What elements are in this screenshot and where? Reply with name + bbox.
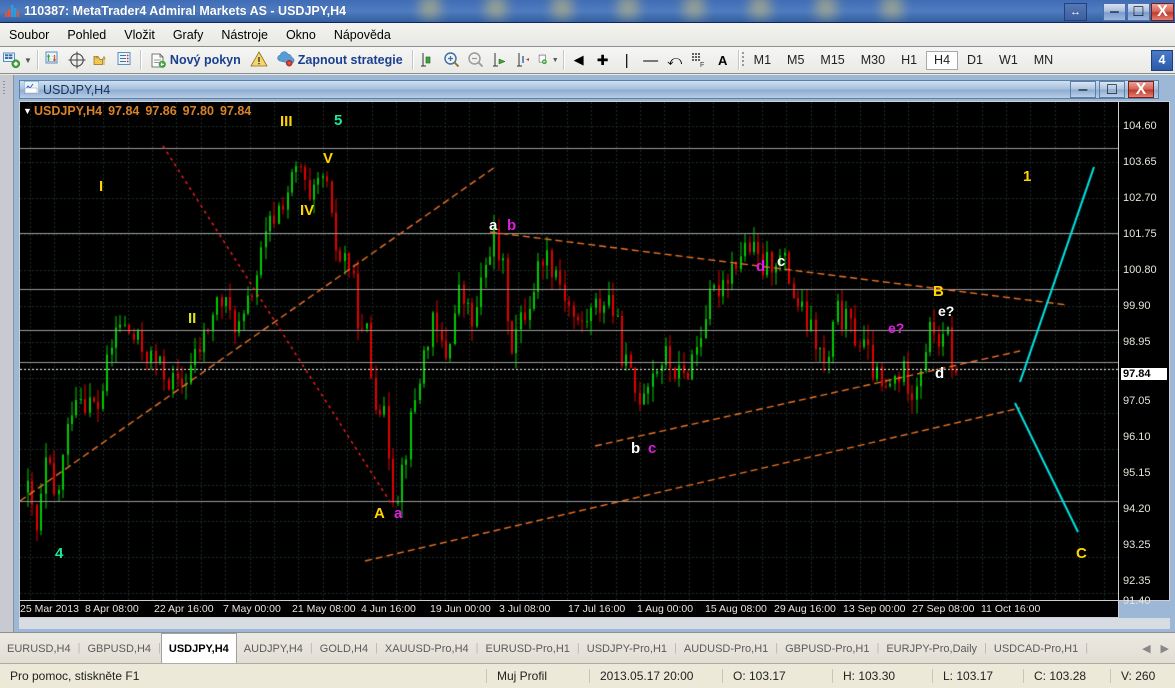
svg-text:F: F bbox=[700, 62, 704, 69]
